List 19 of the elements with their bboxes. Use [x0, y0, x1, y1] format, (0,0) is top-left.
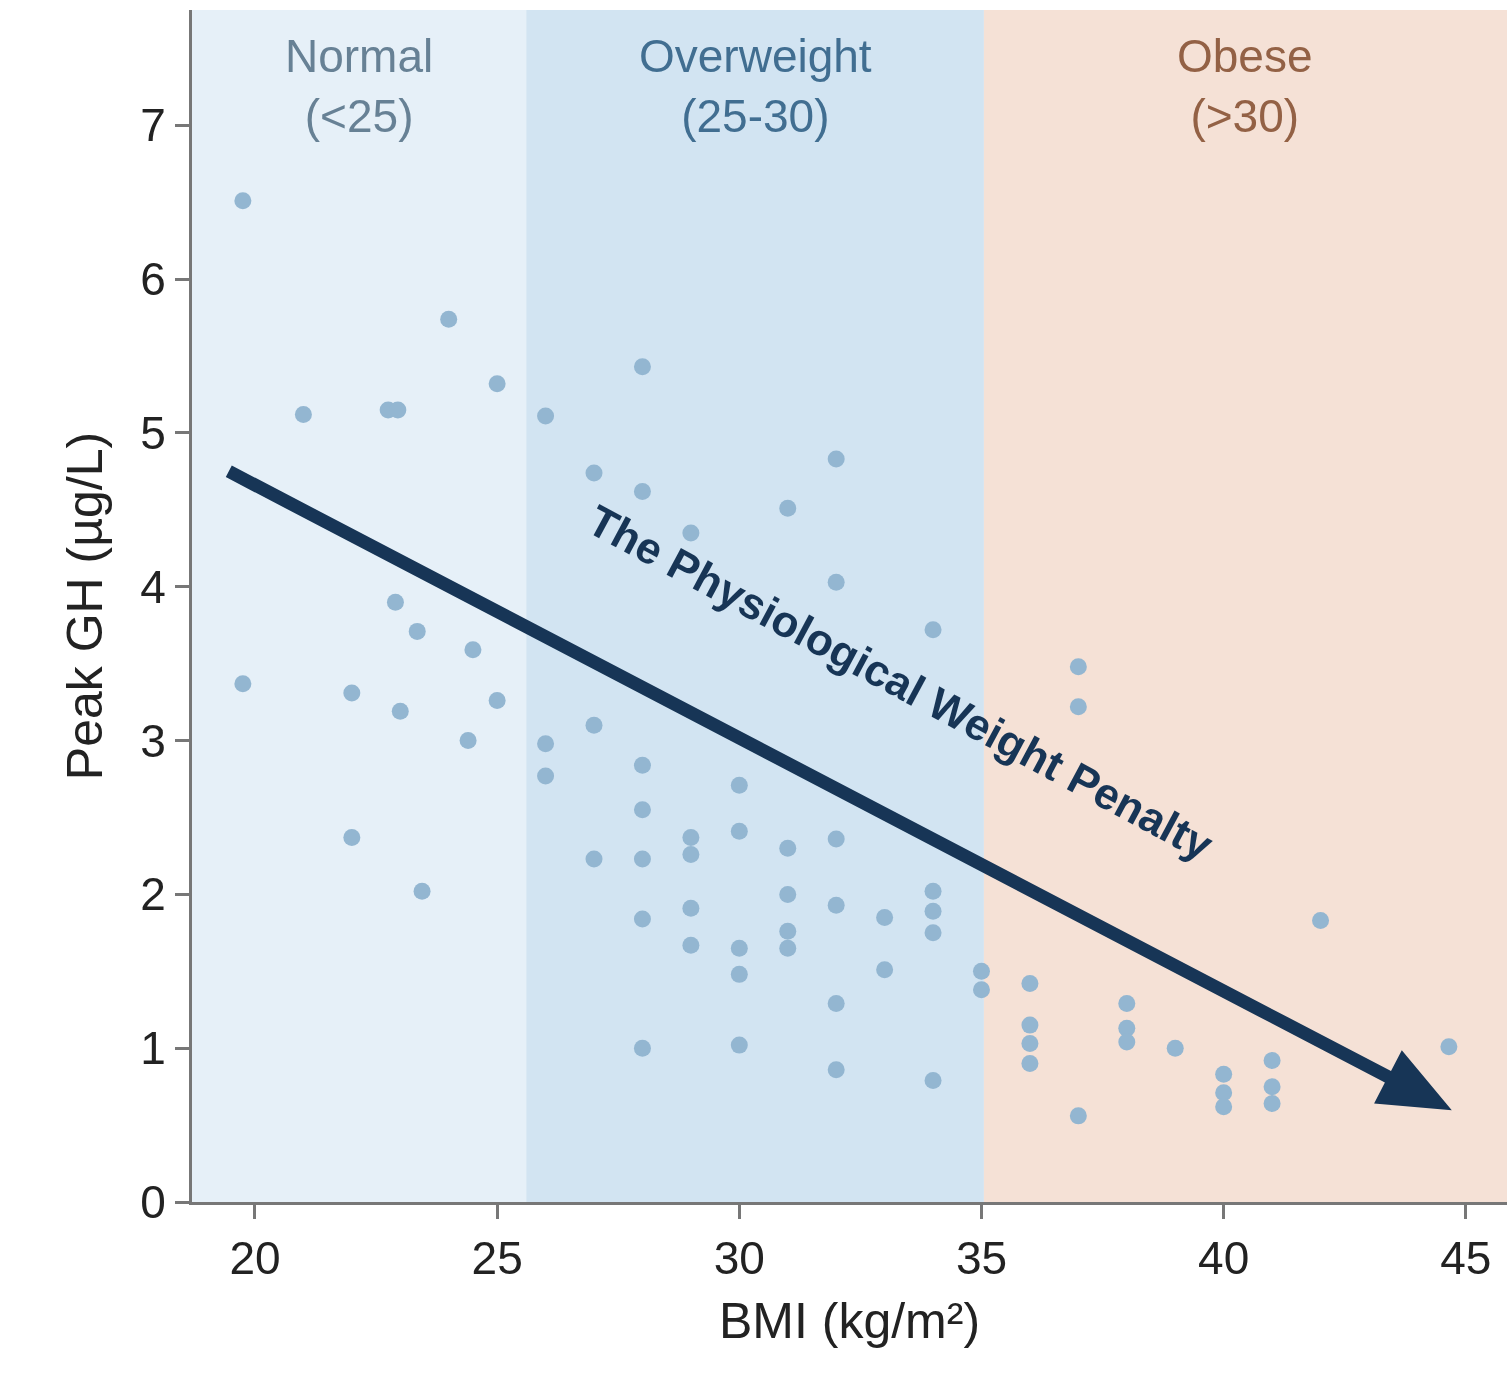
y-tick-label: 3: [140, 714, 166, 767]
x-tick-label: 25: [471, 1232, 523, 1285]
band-label: Obese (>30): [1177, 30, 1313, 142]
y-tick-label: 2: [140, 868, 166, 921]
x-tick-label: 45: [1440, 1232, 1492, 1285]
y-tick-label: 7: [140, 99, 166, 152]
band-label: Normal (<25): [285, 30, 434, 142]
y-tick-label: 6: [140, 253, 166, 306]
x-tick-label: 20: [229, 1232, 281, 1285]
y-axis-title: Peak GH (µg/L): [57, 431, 114, 781]
band-label: Overweight (25-30): [639, 30, 872, 142]
y-tick-label: 1: [140, 1022, 166, 1075]
y-tick-label: 0: [140, 1176, 166, 1229]
x-axis-title: BMI (kg/m²): [718, 1292, 981, 1349]
x-tick-label: 30: [713, 1232, 765, 1285]
y-tick-label: 5: [140, 407, 166, 460]
x-tick-label: 35: [955, 1232, 1008, 1285]
x-tick-label: 40: [1198, 1232, 1250, 1285]
y-tick-label: 4: [140, 560, 166, 613]
